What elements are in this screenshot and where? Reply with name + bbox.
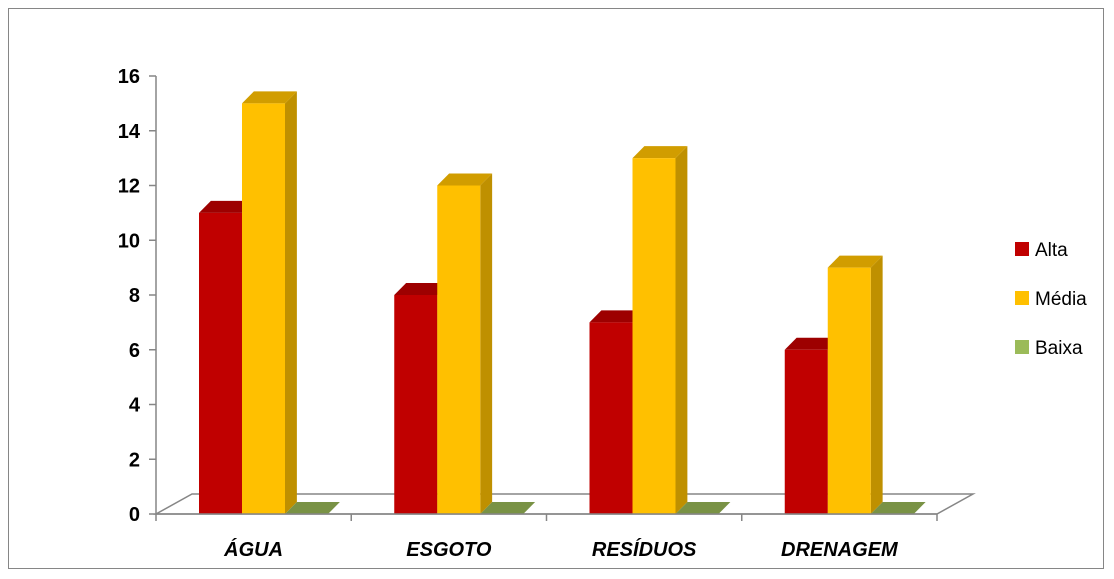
chart-area (8, 8, 1104, 569)
category-label: DRENAGEM (781, 539, 899, 561)
value-tick-label: 8 (129, 285, 140, 307)
value-tick-label: 16 (118, 66, 140, 88)
bar-front-face (394, 295, 438, 514)
bar-front-face (827, 267, 871, 514)
bar-top-face (394, 283, 450, 295)
value-tick-label: 4 (129, 395, 141, 417)
bar-média-3 (632, 146, 688, 514)
legend-swatch (1015, 242, 1029, 256)
category-axis: ÁGUA ESGOTO RESÍDUOS DRENAGEM (155, 513, 938, 561)
legend-entry-média: Média (1015, 289, 1087, 310)
legend-swatch (1015, 340, 1029, 354)
bar-top-face (827, 255, 883, 268)
legend-label: Média (1035, 289, 1087, 310)
value-tick-label: 14 (118, 121, 141, 143)
bar-flat-face (675, 502, 731, 514)
legend-entry-alta: Alta (1015, 240, 1068, 261)
bar-baixa-3 (675, 502, 731, 514)
bar-side-face (285, 91, 297, 514)
category-label: RESÍDUOS (592, 538, 697, 561)
bar-front-face (784, 349, 828, 514)
bar-baixa-4 (870, 502, 926, 514)
bar-média-1 (242, 91, 297, 514)
bar-front-face (199, 212, 242, 514)
value-tick-label: 6 (129, 340, 140, 362)
bar-side-face (675, 146, 688, 514)
bar-front-face (437, 185, 481, 514)
bar-top-face (199, 200, 254, 213)
bar-top-face (632, 146, 688, 159)
value-tick-label: 12 (118, 176, 140, 198)
value-tick-label: 10 (118, 230, 140, 252)
bar-top-face (242, 91, 297, 104)
value-tick-label: 0 (129, 504, 140, 526)
bar-flat-face (285, 502, 340, 514)
bar-flat-face (480, 502, 536, 514)
bar-front-face (632, 158, 676, 514)
bar-side-face (870, 255, 883, 514)
bars (199, 91, 926, 514)
bar-flat-face (870, 502, 926, 514)
legend-label: Alta (1035, 240, 1068, 261)
bar-side-face (480, 173, 493, 514)
legend: Alta Média Baixa (1015, 240, 1087, 359)
value-tick-label: 2 (129, 449, 140, 471)
bar-baixa-2 (480, 502, 536, 514)
legend-label: Baixa (1035, 338, 1083, 359)
value-axis: 0 2 4 6 8 10 12 14 16 (118, 66, 157, 526)
bar-média-2 (437, 173, 493, 514)
category-label: ÁGUA (223, 538, 283, 561)
bar-front-face (242, 103, 285, 514)
bar-front-face (589, 322, 633, 514)
bar-top-face (589, 310, 645, 323)
category-label: ESGOTO (406, 539, 492, 561)
bar-top-face (437, 173, 493, 186)
bar-média-4 (827, 255, 883, 514)
bar-baixa-1 (285, 502, 340, 514)
bar-top-face (784, 337, 840, 350)
legend-swatch (1015, 291, 1029, 305)
legend-entry-baixa: Baixa (1015, 338, 1083, 359)
